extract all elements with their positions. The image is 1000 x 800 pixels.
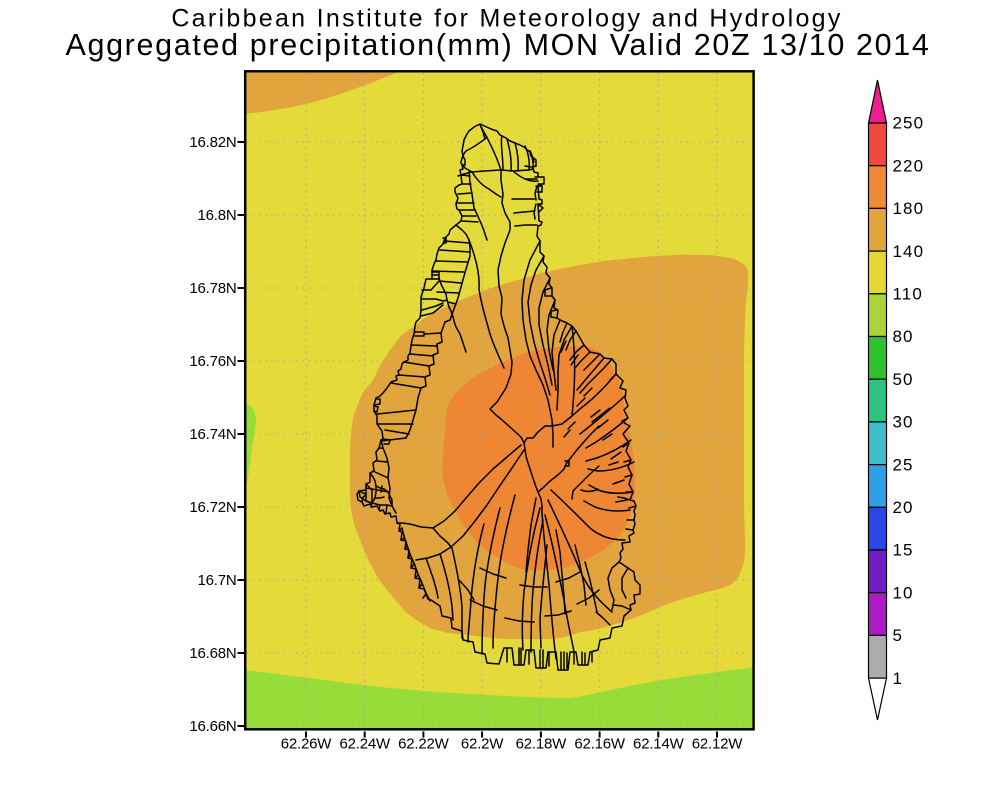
svg-text:80: 80: [893, 327, 914, 346]
svg-text:16.66N: 16.66N: [189, 718, 236, 735]
svg-text:Caribbean Institute for Meteor: Caribbean Institute for Meteorology and …: [171, 5, 842, 33]
svg-text:1: 1: [893, 669, 904, 688]
svg-text:62.2W: 62.2W: [461, 736, 504, 753]
svg-text:62.18W: 62.18W: [516, 736, 568, 753]
svg-text:16.8N: 16.8N: [197, 207, 236, 224]
svg-text:16.78N: 16.78N: [189, 280, 236, 297]
svg-text:16.76N: 16.76N: [189, 353, 236, 370]
svg-text:140: 140: [893, 242, 925, 261]
svg-text:220: 220: [893, 156, 925, 175]
svg-text:Aggregated precipitation(mm) M: Aggregated precipitation(mm) MON Valid 2…: [65, 28, 930, 62]
svg-text:16.68N: 16.68N: [189, 645, 236, 662]
svg-text:180: 180: [893, 199, 925, 218]
svg-text:10: 10: [893, 583, 914, 602]
svg-text:16.7N: 16.7N: [197, 572, 236, 589]
svg-text:30: 30: [893, 413, 914, 432]
svg-text:62.12W: 62.12W: [692, 736, 744, 753]
svg-text:20: 20: [893, 498, 914, 517]
svg-text:62.14W: 62.14W: [633, 736, 685, 753]
svg-text:50: 50: [893, 370, 914, 389]
svg-text:16.72N: 16.72N: [189, 499, 236, 516]
svg-text:25: 25: [893, 455, 914, 474]
svg-text:16.74N: 16.74N: [189, 426, 236, 443]
svg-text:62.22W: 62.22W: [398, 736, 450, 753]
svg-text:5: 5: [893, 626, 904, 645]
svg-text:62.26W: 62.26W: [281, 736, 333, 753]
svg-text:110: 110: [893, 285, 923, 304]
svg-text:15: 15: [893, 541, 914, 560]
svg-text:250: 250: [893, 114, 925, 133]
svg-text:62.16W: 62.16W: [574, 736, 626, 753]
svg-text:62.24W: 62.24W: [339, 736, 391, 753]
svg-text:16.82N: 16.82N: [189, 134, 236, 151]
